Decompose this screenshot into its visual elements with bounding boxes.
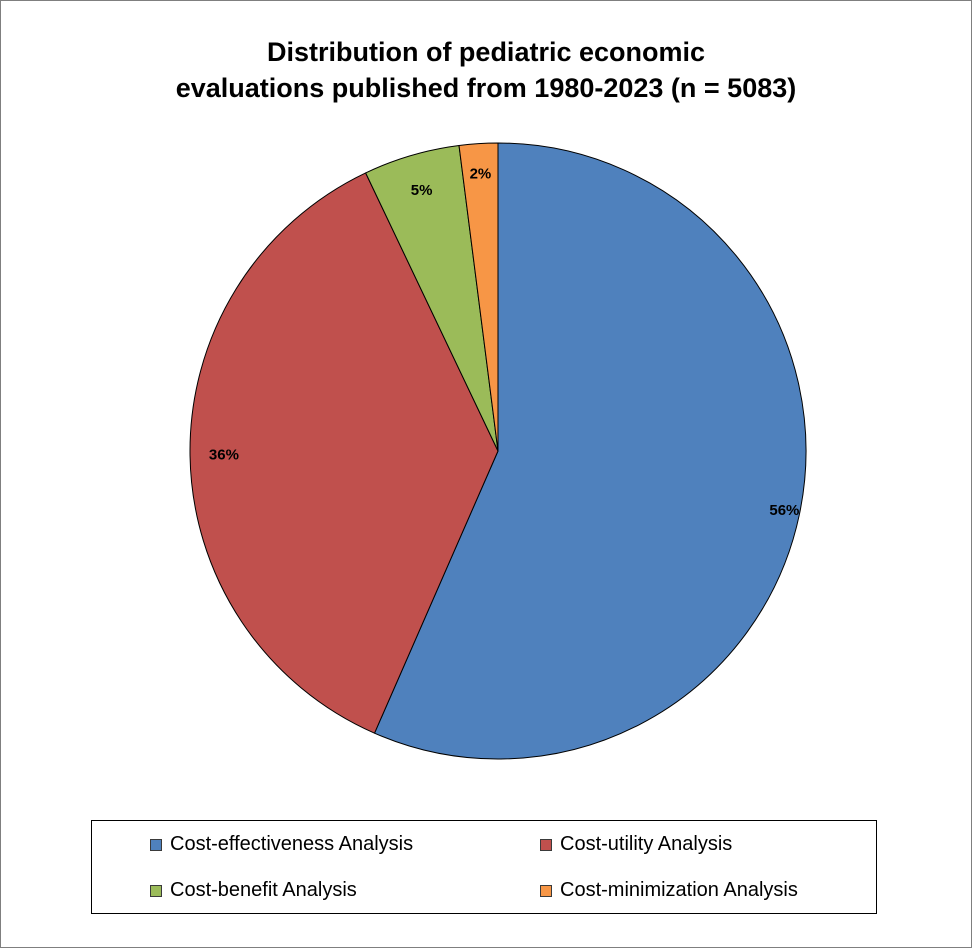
legend-label-cost-utility: Cost-utility Analysis (560, 833, 733, 855)
legend-label-cost-effectiveness: Cost-effectiveness Analysis (170, 833, 414, 855)
legend-item-cost-minimization: Cost-minimization Analysis (540, 879, 798, 902)
legend-swatch-cost-benefit (150, 884, 162, 897)
legend: Cost-effectiveness Analysis Cost-utility… (91, 820, 877, 914)
chart-title: Distribution of pediatric economic evalu… (0, 34, 972, 106)
legend-label-cost-benefit: Cost-benefit Analysis (170, 879, 357, 901)
legend-swatch-cost-effectiveness (150, 838, 162, 851)
data-label-cost-effectiveness-analysis: 56% (769, 502, 799, 519)
chart-title-line-2: evaluations published from 1980-2023 (n … (175, 73, 797, 103)
pie-slice-cost-minimization-analysis (458, 142, 499, 452)
legend-swatch-cost-utility (540, 838, 552, 851)
pie-slices (189, 142, 807, 760)
data-label-cost-minimization-analysis: 2% (470, 165, 492, 182)
pie-slice-cost-effectiveness-analysis (374, 142, 807, 760)
pie-data-labels: 56% 36% 5% 2% (209, 165, 800, 519)
data-label-cost-benefit-analysis: 5% (411, 182, 433, 199)
legend-item-cost-utility: Cost-utility Analysis (540, 833, 732, 856)
legend-label-cost-minimization: Cost-minimization Analysis (560, 879, 798, 901)
legend-item-cost-benefit: Cost-benefit Analysis (150, 879, 357, 902)
pie-slice-cost-utility-analysis (189, 172, 499, 734)
chart-title-line-1: Distribution of pediatric economic (266, 37, 706, 67)
legend-swatch-cost-minimization (540, 884, 552, 897)
data-label-cost-utility-analysis: 36% (209, 446, 239, 463)
legend-item-cost-effectiveness: Cost-effectiveness Analysis (150, 833, 413, 856)
